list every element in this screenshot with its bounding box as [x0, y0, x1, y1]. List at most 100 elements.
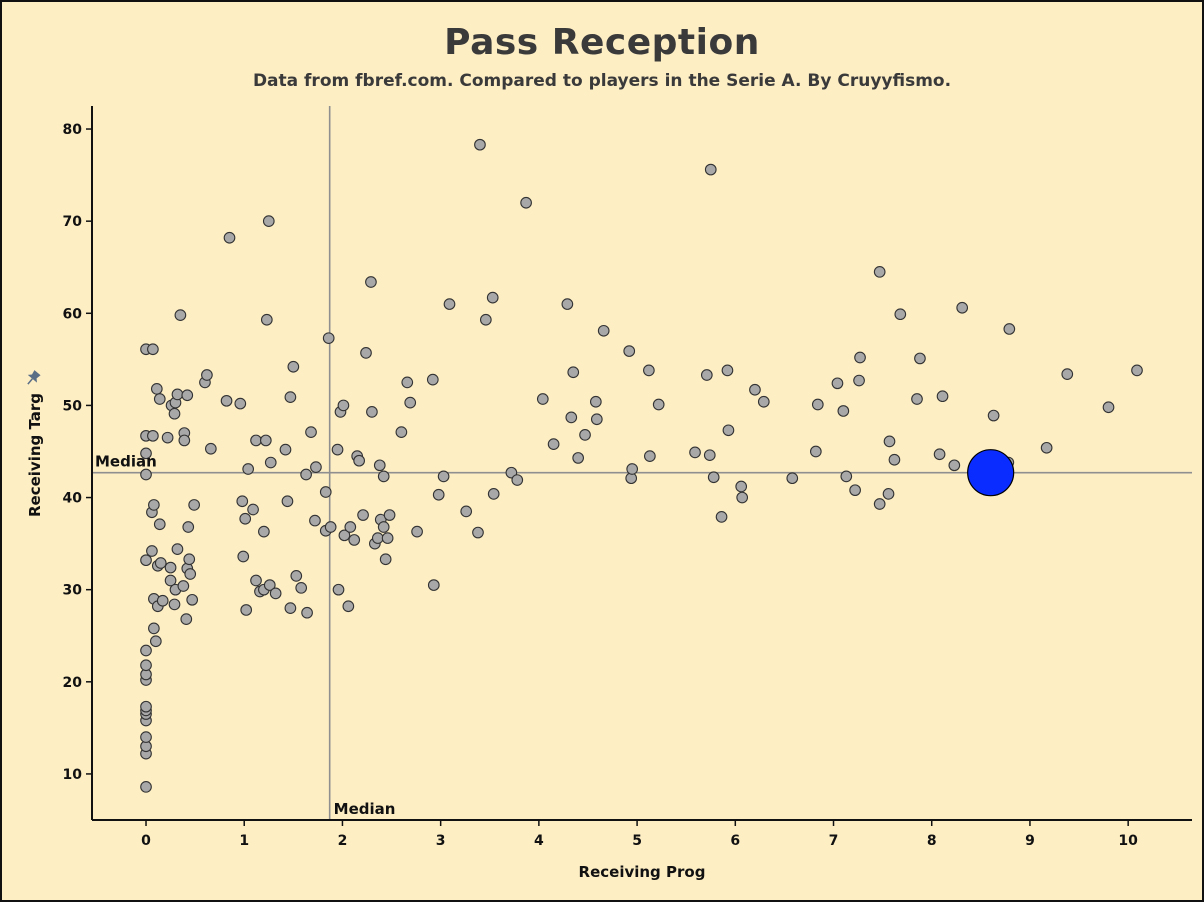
data-point — [626, 463, 639, 475]
data-point — [201, 369, 213, 381]
data-point — [511, 474, 524, 486]
y-tick-label: 50 — [63, 398, 83, 414]
data-point — [572, 452, 585, 464]
data-point — [177, 580, 190, 592]
data-point — [882, 488, 895, 500]
data-point — [147, 429, 159, 442]
data-point — [840, 470, 853, 483]
data-point — [426, 373, 439, 386]
data-point — [432, 488, 445, 501]
data-point — [704, 163, 717, 176]
data-point — [324, 521, 337, 533]
data-point — [188, 499, 200, 511]
x-tick-label: 1 — [239, 833, 249, 849]
data-point — [140, 468, 152, 481]
data-point — [809, 445, 822, 458]
data-point — [831, 377, 844, 390]
data-point — [164, 574, 177, 587]
data-point — [154, 557, 167, 569]
data-point — [487, 488, 500, 500]
data-point — [183, 553, 196, 566]
data-point — [547, 438, 560, 450]
data-point — [309, 514, 321, 527]
data-point — [240, 604, 253, 616]
data-point — [337, 399, 350, 412]
data-point — [749, 383, 761, 396]
data-point — [914, 352, 926, 365]
data-point — [377, 470, 390, 483]
data-point — [377, 521, 390, 533]
x-tick-label: 2 — [338, 833, 348, 849]
data-point — [140, 554, 152, 567]
data-point — [837, 405, 850, 417]
data-point — [180, 613, 193, 626]
data-point — [854, 351, 866, 364]
data-point — [305, 426, 317, 438]
median-lines — [92, 106, 1192, 820]
data-point — [156, 594, 169, 607]
y-tick-label: 80 — [63, 122, 83, 138]
data-point — [140, 780, 152, 793]
data-point — [147, 343, 159, 356]
data-point — [472, 526, 484, 539]
data-point — [250, 434, 262, 447]
data-point — [140, 644, 152, 657]
data-point — [153, 393, 166, 405]
data-point — [150, 382, 163, 395]
data-point — [260, 313, 273, 326]
data-point — [404, 396, 417, 409]
data-point — [301, 606, 313, 619]
data-point — [474, 138, 486, 151]
data-point — [287, 360, 300, 373]
x-tick-label: 9 — [1025, 833, 1035, 849]
data-points — [140, 138, 1143, 793]
data-point — [427, 579, 440, 591]
data-point — [811, 398, 824, 411]
y-tick-label: 10 — [63, 767, 83, 783]
data-point — [186, 593, 199, 606]
data-point — [486, 291, 499, 304]
data-point — [178, 434, 191, 447]
data-point — [140, 659, 152, 672]
axes: 0 1 2 3 4 5 6 7 8 9 10 10 20 30 40 50 60 70 80 — [63, 106, 1192, 849]
data-point — [579, 429, 591, 441]
data-point — [140, 700, 152, 713]
data-point — [344, 521, 357, 533]
data-point — [161, 431, 174, 444]
data-point — [236, 495, 249, 508]
data-point — [735, 480, 748, 493]
x-tick-label: 5 — [632, 833, 642, 849]
data-point — [933, 448, 946, 461]
data-point — [715, 511, 728, 523]
data-point — [247, 503, 259, 516]
x-tick-label: 8 — [927, 833, 937, 849]
data-point — [259, 434, 272, 447]
y-tick-label: 60 — [63, 306, 83, 322]
x-tick-label: 4 — [534, 833, 544, 849]
data-point — [1102, 401, 1115, 414]
data-point — [250, 574, 262, 587]
data-point — [936, 390, 949, 403]
data-point — [234, 397, 247, 410]
data-point — [597, 324, 610, 337]
data-point — [371, 532, 384, 544]
data-point — [242, 463, 255, 475]
data-point — [168, 407, 181, 420]
data-point — [786, 472, 799, 485]
chart-title: Pass Reception — [444, 22, 760, 63]
data-point — [269, 587, 282, 600]
data-point — [342, 600, 355, 613]
data-point — [332, 583, 345, 596]
data-point — [295, 581, 308, 594]
data-point — [263, 579, 276, 591]
data-point — [652, 398, 665, 411]
data-point — [383, 509, 396, 521]
data-point — [365, 276, 377, 288]
data-point — [239, 512, 252, 525]
data-point — [148, 499, 160, 511]
data-point — [873, 265, 886, 278]
data-point — [689, 446, 701, 459]
data-point — [164, 561, 177, 574]
data-point — [184, 568, 197, 580]
pin-icon — [27, 370, 41, 385]
